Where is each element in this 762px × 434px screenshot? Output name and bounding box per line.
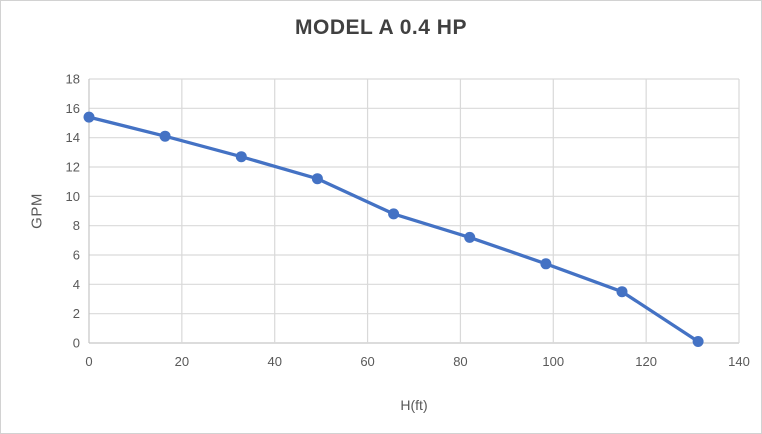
x-tick-label: 80 <box>453 354 467 369</box>
y-tick-label: 2 <box>73 306 80 321</box>
x-tick-label: 0 <box>85 354 92 369</box>
chart-title: MODEL A 0.4 HP <box>295 16 467 39</box>
data-point-marker <box>83 111 95 123</box>
x-tick-label: 40 <box>267 354 281 369</box>
y-tick-label: 4 <box>73 277 80 292</box>
data-point-marker <box>388 208 400 220</box>
data-point-marker <box>159 130 171 142</box>
data-point-marker <box>692 336 704 347</box>
x-tick-label: 120 <box>635 354 657 369</box>
y-tick-label: 16 <box>66 101 80 116</box>
y-tick-label: 12 <box>66 160 80 175</box>
data-point-marker <box>311 173 323 185</box>
y-tick-label: 0 <box>73 336 80 351</box>
x-axis-title: H(ft) <box>400 397 428 413</box>
data-point-marker <box>235 151 247 163</box>
x-tick-label: 20 <box>175 354 189 369</box>
x-tick-label: 60 <box>360 354 374 369</box>
data-point-marker <box>616 286 628 298</box>
y-tick-label: 14 <box>66 130 80 145</box>
y-tick-label: 10 <box>66 189 80 204</box>
y-tick-label: 6 <box>73 248 80 263</box>
data-point-marker <box>540 258 552 270</box>
y-tick-label: 18 <box>66 72 80 87</box>
x-tick-label: 140 <box>728 354 750 369</box>
data-point-marker <box>464 231 476 243</box>
x-tick-label: 100 <box>542 354 564 369</box>
y-tick-label: 8 <box>73 218 80 233</box>
y-axis-title: GPM <box>28 193 46 229</box>
series-line <box>87 115 700 344</box>
